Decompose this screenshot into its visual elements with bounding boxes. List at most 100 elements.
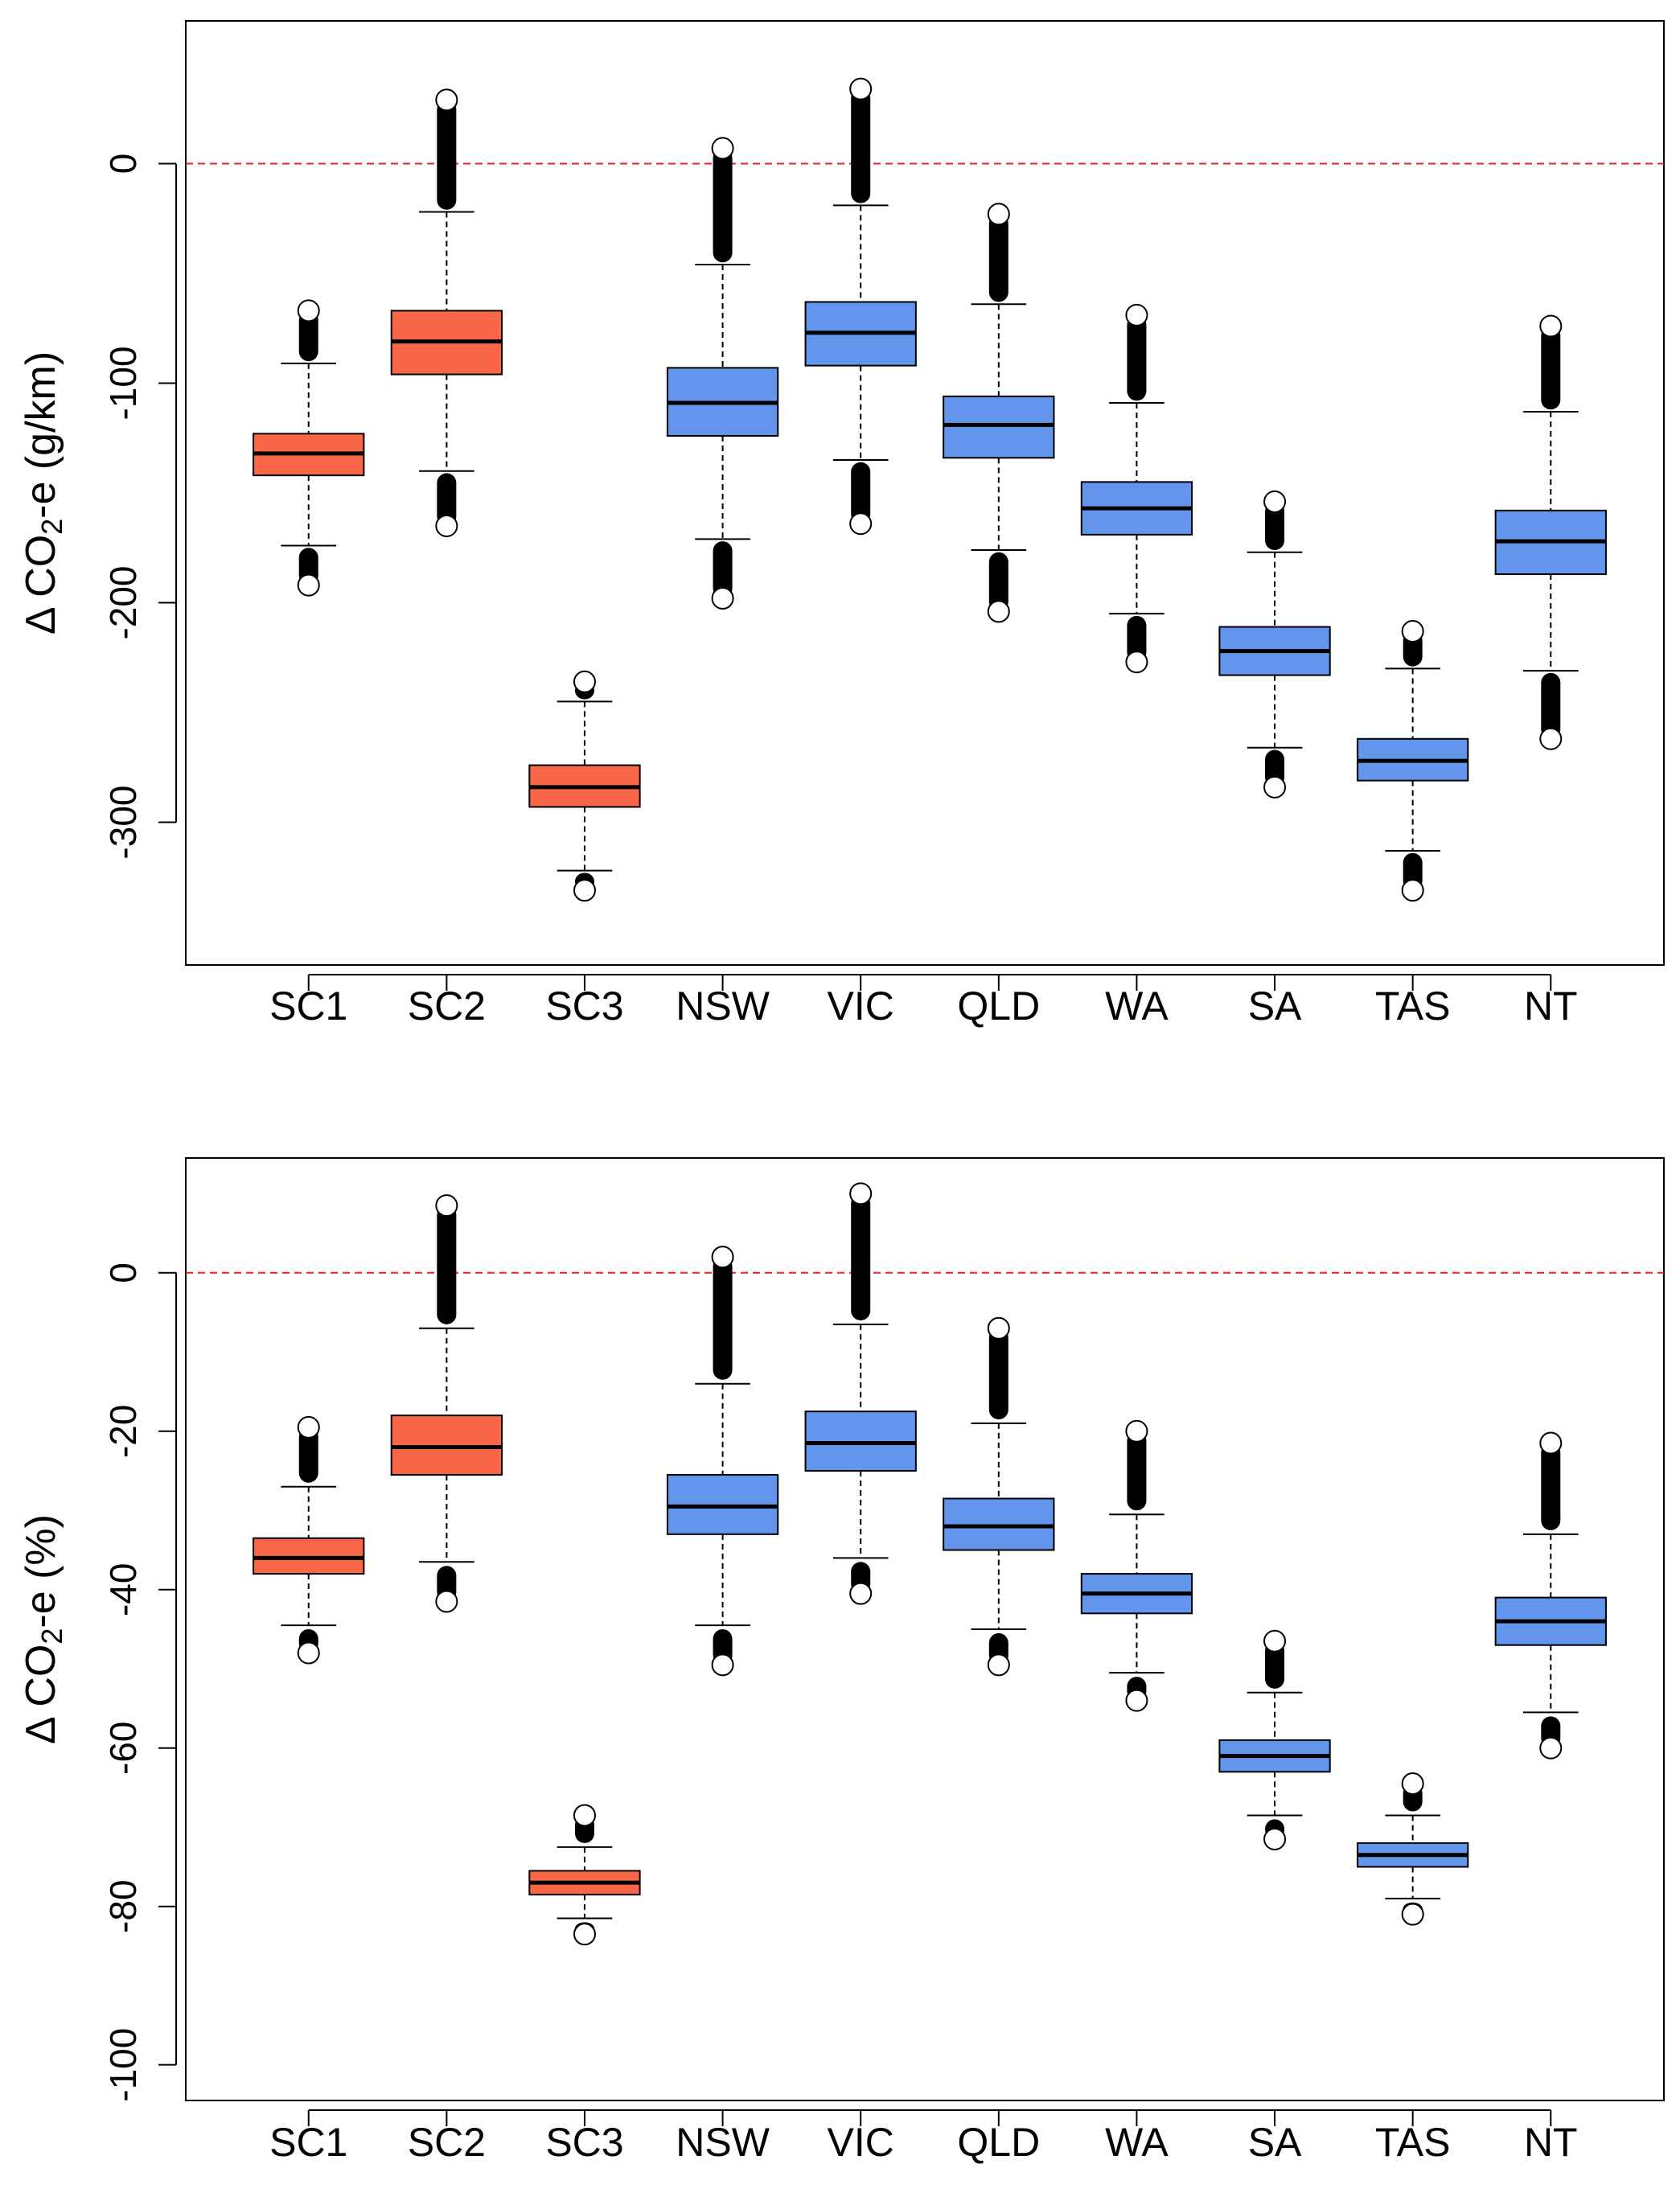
chart-bottom: 0-20-40-60-80-100Δ CO2-e (%)SC1 SC2 SC3 NSW…: [18, 1158, 1664, 2165]
outliers-low-extreme: [574, 1924, 595, 1944]
box-body: [943, 396, 1054, 458]
box-sc3: [529, 1805, 639, 1944]
x-tick-label: NSW: [676, 983, 770, 1029]
outliers-low-extreme: [1403, 880, 1423, 901]
y-tick-label: -100: [102, 346, 144, 420]
x-tick-label: NSW: [676, 2120, 770, 2165]
x-tick-label: WA: [1105, 2120, 1169, 2165]
box-nt: [1496, 316, 1606, 749]
y-tick-label: -60: [102, 1721, 144, 1774]
box-sa: [1219, 1631, 1329, 1850]
outliers-low-extreme: [850, 1583, 871, 1604]
outliers-high-extreme: [713, 138, 733, 158]
outliers-high-cluster: [851, 1193, 870, 1320]
outliers-high-extreme: [713, 1246, 733, 1267]
box-tas: [1358, 621, 1468, 901]
x-tick-label: SC2: [408, 2120, 486, 2165]
outliers-high-extreme: [298, 300, 319, 321]
x-tick-label: SC2: [408, 983, 486, 1029]
y-tick-label: -200: [102, 565, 144, 639]
y-axis-title-prefix: Δ CO: [18, 1645, 64, 1744]
x-tick-label: SA: [1248, 2120, 1302, 2165]
outliers-high-extreme: [1264, 491, 1285, 512]
box-wa: [1082, 305, 1192, 672]
outliers-low-extreme: [1540, 729, 1561, 749]
outliers-low-extreme: [298, 1643, 319, 1664]
outliers-high-extreme: [436, 1195, 457, 1216]
box-vic: [806, 1183, 916, 1604]
outliers-high-extreme: [1540, 316, 1561, 337]
y-axis-title-suffix: -e (g/km): [18, 351, 64, 519]
box-tas: [1358, 1773, 1468, 1925]
outliers-high-extreme: [988, 1318, 1009, 1339]
outliers-high-extreme: [574, 671, 595, 692]
outliers-high-extreme: [298, 1417, 319, 1438]
x-tick-label: SC1: [269, 2120, 347, 2165]
y-tick-label: -100: [102, 2028, 144, 2102]
outliers-low-extreme: [1126, 651, 1147, 672]
y-tick-label: 0: [102, 154, 144, 175]
outliers-high-cluster: [989, 214, 1008, 302]
box-sc1: [253, 1417, 364, 1664]
box-sc2: [392, 1195, 502, 1612]
y-axis-title-subscript: 2: [35, 519, 68, 535]
outliers-high-cluster: [1127, 315, 1146, 400]
y-axis-title: Δ CO2-e (g/km): [18, 351, 68, 634]
box-qld: [943, 1318, 1054, 1676]
box-nsw: [667, 1246, 778, 1675]
outliers-low-extreme: [1403, 1904, 1423, 1925]
outliers-high-cluster: [437, 1205, 456, 1324]
outliers-high-extreme: [1126, 305, 1147, 326]
outliers-low-extreme: [574, 880, 595, 901]
plot-frame: [186, 21, 1664, 965]
outliers-high-cluster: [989, 1328, 1008, 1419]
x-tick-label: SC3: [545, 983, 623, 1029]
outliers-low-extreme: [298, 575, 319, 596]
x-tick-label: SC1: [269, 983, 347, 1029]
outliers-high-extreme: [850, 1183, 871, 1204]
outliers-high-cluster: [437, 100, 456, 210]
y-axis-title: Δ CO2-e (%): [18, 1514, 68, 1744]
outliers-high-extreme: [1126, 1421, 1147, 1442]
outliers-low-extreme: [850, 513, 871, 534]
outliers-high-cluster: [1127, 1431, 1146, 1510]
outliers-high-cluster: [1541, 326, 1560, 410]
x-tick-label: SA: [1248, 983, 1302, 1029]
x-tick-label: QLD: [957, 983, 1040, 1029]
box-sc1: [253, 300, 364, 595]
outliers-low-extreme: [713, 1654, 733, 1675]
y-axis-title-prefix: Δ CO: [18, 535, 64, 634]
outliers-high-extreme: [988, 203, 1009, 224]
box-sa: [1219, 491, 1329, 798]
outliers-low-extreme: [1264, 1829, 1285, 1850]
y-tick-label: -80: [102, 1879, 144, 1932]
box-wa: [1082, 1421, 1192, 1711]
y-tick-label: -20: [102, 1405, 144, 1458]
outliers-high-extreme: [850, 79, 871, 100]
y-axis-title-suffix: -e (%): [18, 1514, 64, 1628]
outliers-high-extreme: [1403, 621, 1423, 642]
plot-frame: [186, 1158, 1664, 2100]
x-tick-label: QLD: [957, 2120, 1040, 2165]
box-nt: [1496, 1433, 1606, 1759]
outliers-high-extreme: [436, 89, 457, 110]
outliers-high-cluster: [713, 148, 733, 262]
x-tick-label: VIC: [828, 983, 894, 1029]
outliers-high-extreme: [574, 1805, 595, 1825]
outliers-low-extreme: [988, 601, 1009, 622]
x-tick-label: WA: [1105, 983, 1169, 1029]
x-tick-label: TAS: [1375, 983, 1451, 1029]
figure: 0-100-200-300Δ CO2-e (g/km)SC1 SC2 SC3 NSW V…: [0, 0, 1680, 2201]
y-tick-label: -300: [102, 785, 144, 859]
x-tick-label: VIC: [828, 2120, 894, 2165]
outliers-low-extreme: [436, 1591, 457, 1612]
outliers-high-extreme: [1403, 1773, 1423, 1794]
outliers-low-extreme: [988, 1654, 1009, 1675]
outliers-low-extreme: [436, 515, 457, 536]
outliers-low-extreme: [1540, 1738, 1561, 1759]
x-tick-label: NT: [1524, 2120, 1578, 2165]
outliers-high-cluster: [1541, 1443, 1560, 1530]
x-tick-label: SC3: [545, 2120, 623, 2165]
box-sc2: [392, 89, 502, 536]
x-tick-label: TAS: [1375, 2120, 1451, 2165]
